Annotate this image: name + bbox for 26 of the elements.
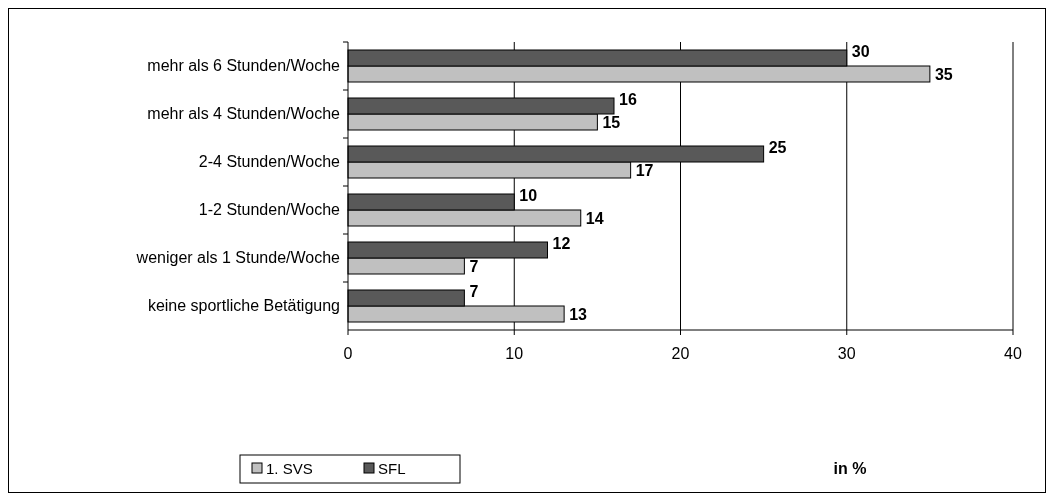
x-tick-label: 20 (671, 345, 690, 362)
y-tick-label: weniger als 1 Stunde/Woche (135, 249, 341, 266)
data-label: 12 (552, 235, 571, 252)
y-tick-label: 2-4 Stunden/Woche (198, 153, 341, 170)
y-tick-label: 1-2 Stunden/Woche (198, 201, 341, 218)
y-tick-label: mehr als 4 Stunden/Woche (147, 105, 341, 122)
text: in % (833, 460, 867, 477)
data-label: 30 (851, 43, 870, 60)
x-tick-label: 30 (837, 345, 856, 362)
x-tick-label: 40 (1004, 345, 1022, 362)
data-label: 15 (602, 114, 621, 131)
y-tick-label: keine sportliche Betätigung (147, 297, 340, 314)
data-label: 13 (569, 306, 588, 323)
data-label: 7 (469, 283, 479, 300)
legend-label: SFL (378, 460, 406, 477)
legend-label: 1. SVS (266, 460, 313, 477)
y-tick-label: mehr als 6 Stunden/Woche (147, 57, 341, 74)
data-label: 16 (619, 91, 637, 108)
data-label: 17 (635, 162, 654, 179)
data-label: 10 (519, 187, 538, 204)
data-label: 35 (934, 66, 953, 83)
data-label: 7 (469, 258, 479, 275)
data-label: 25 (768, 139, 787, 156)
data-label: 14 (585, 210, 604, 227)
x-tick-label: 0 (343, 345, 353, 362)
x-tick-label: 10 (505, 345, 524, 362)
